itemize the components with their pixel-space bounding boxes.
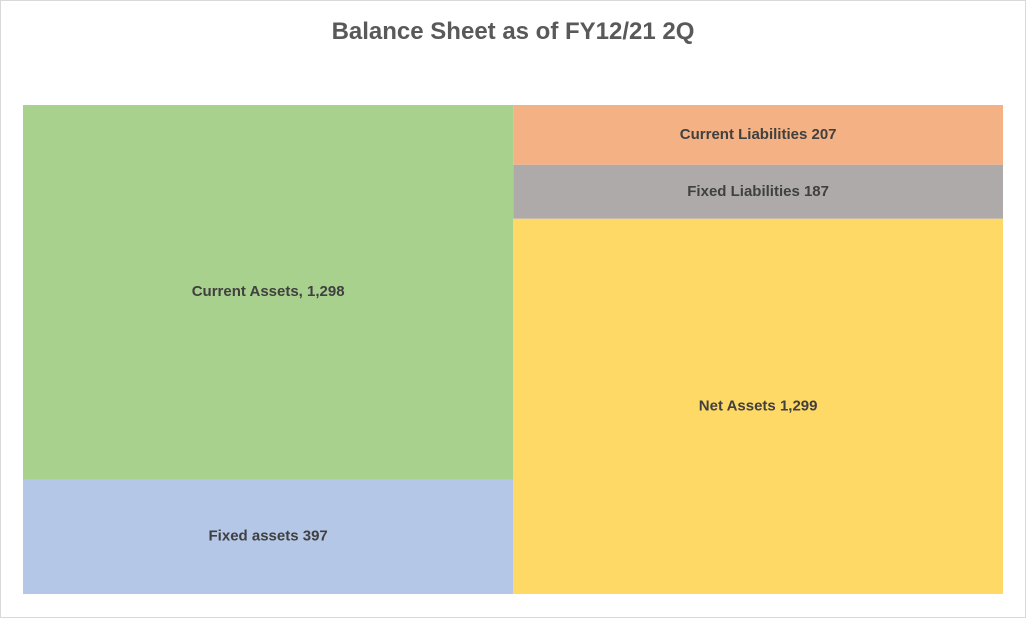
chart-title: Balance Sheet as of FY12/21 2Q xyxy=(331,18,695,45)
treemap-label-current-liabilities: Current Liabilities 207 xyxy=(680,126,837,143)
treemap-label-fixed-assets: Fixed assets 397 xyxy=(209,528,328,545)
treemap-tile-fixed-liabilities xyxy=(513,164,1003,219)
treemap-label-net-assets: Net Assets 1,299 xyxy=(699,397,818,414)
treemap-label-current-assets: Current Assets, 1,298 xyxy=(192,283,345,300)
treemap-label-fixed-liabilities: Fixed Liabilities 187 xyxy=(687,183,829,200)
treemap-tile-current-assets xyxy=(23,105,514,480)
treemap-tile-fixed-assets xyxy=(23,479,514,594)
treemap-tile-net-assets xyxy=(513,218,1003,595)
treemap-tile-current-liabilities xyxy=(513,105,1003,165)
